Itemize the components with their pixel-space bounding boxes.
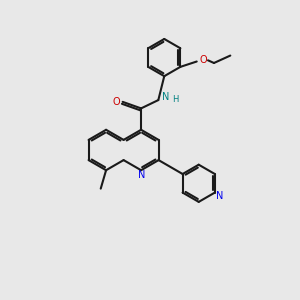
Text: N: N (217, 191, 224, 201)
Text: O: O (112, 97, 120, 107)
Text: O: O (200, 55, 207, 65)
Text: N: N (138, 170, 145, 180)
Text: N: N (162, 92, 169, 101)
Text: H: H (172, 95, 178, 104)
